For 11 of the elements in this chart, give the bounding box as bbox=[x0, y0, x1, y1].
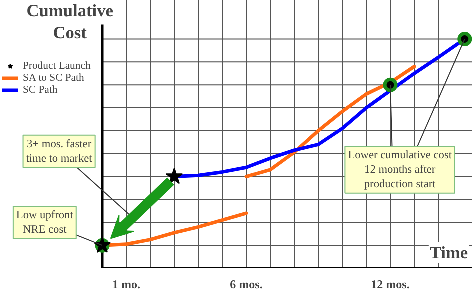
y-axis-title: Cumulative Cost bbox=[26, 1, 114, 42]
legend-label: SA to SC Path bbox=[23, 72, 84, 84]
legend-label: SC Path bbox=[23, 84, 58, 96]
x-tick-label: 1 mo. bbox=[112, 278, 140, 292]
annotation: Low upfront NRE cost bbox=[16, 209, 74, 236]
x-tick-label: 6 mos. bbox=[230, 278, 263, 292]
annotation: Lower cumulative cost 12 months after production start bbox=[348, 150, 453, 190]
x-tick-label: 12 mos. bbox=[371, 278, 410, 292]
text: 3+ mos. faster time to market bbox=[26, 138, 94, 165]
x-axis-title: Time bbox=[430, 244, 468, 262]
legend-label: Product Launch bbox=[23, 60, 91, 72]
